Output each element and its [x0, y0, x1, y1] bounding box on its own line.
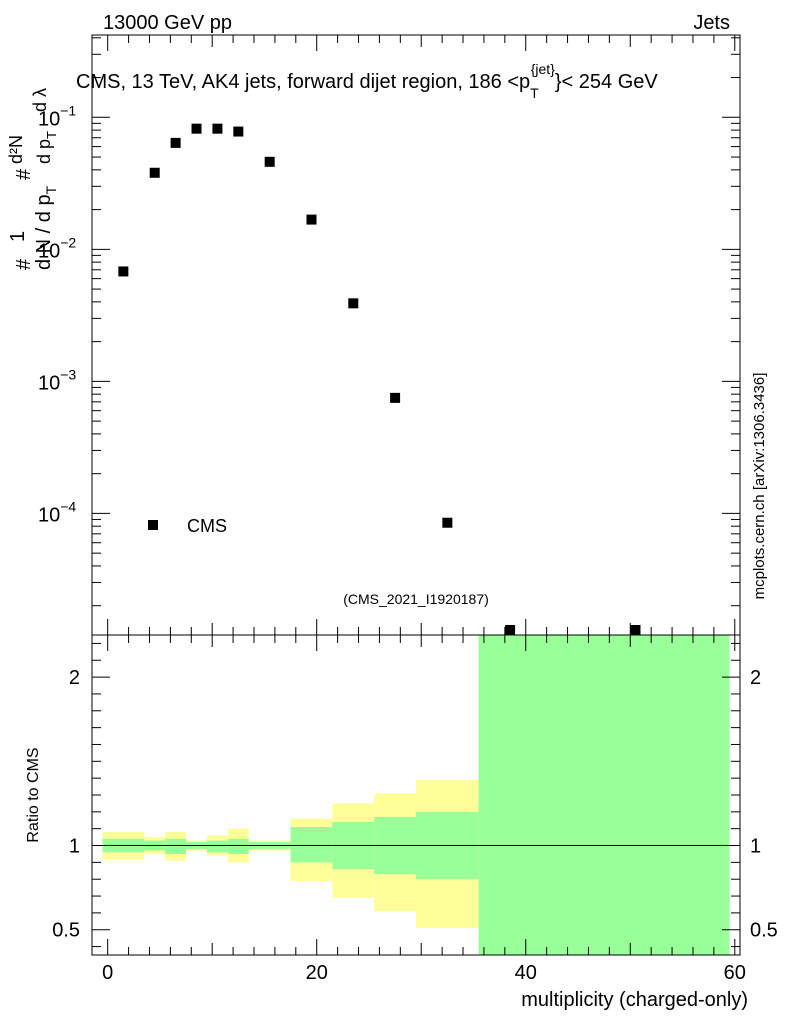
ratio-y-tick-label-right: 1: [750, 836, 761, 858]
cms-data-point: [170, 137, 181, 148]
y-label-hash-2: #: [13, 168, 35, 180]
cms-data-point: [442, 517, 453, 528]
y-label-numerator: d²N: [6, 135, 26, 164]
ratio-y-tick-label: 1: [69, 836, 80, 858]
y-label-frac-sub: T: [43, 185, 59, 194]
legend-label-cms: CMS: [187, 516, 227, 536]
cms-data-point: [348, 298, 359, 309]
ratio-axis-ticks: [92, 635, 740, 955]
main-y-tick-labels: 10−1 10−2 10−3 10−4: [38, 102, 76, 526]
plot-title-superscript: {jet}: [531, 61, 555, 77]
cms-data-point: [212, 123, 223, 134]
ratio-stat-band: [206, 840, 228, 853]
ratio-y-tick-label: 0.5: [52, 920, 80, 942]
main-axis-ticks: [92, 35, 740, 635]
x-tick-label: 20: [306, 962, 328, 984]
cms-data-point: [233, 126, 244, 137]
y-label-dlambda: d λ: [30, 88, 50, 112]
ratio-x-tick-labels: 0 20 40 60: [102, 962, 746, 984]
main-y-tick-label: 10−1: [38, 102, 76, 130]
main-y-tick-label: 10−3: [38, 366, 76, 394]
y-label-den-sub: T: [44, 131, 59, 139]
header-energy-label: 13000 GeV pp: [103, 12, 232, 34]
cms-data-point: [630, 625, 641, 635]
legend-marker: [148, 520, 158, 530]
cms-data-point: [306, 214, 317, 225]
ratio-y-axis-label: Ratio to CMS: [25, 747, 42, 842]
ratio-y-tick-label-right: 2: [750, 667, 761, 689]
y-label-denominator: d N / d pT: [33, 185, 59, 270]
cms-data-points: [118, 123, 641, 635]
main-panel: 10−1 10−2 10−3 10−4 CMS, 13 TeV, AK4 jets, …: [38, 34, 741, 636]
ratio-stat-band: [227, 838, 249, 854]
plot-title-main: CMS, 13 TeV, AK4 jets, forward dijet reg…: [76, 71, 530, 93]
cms-data-point: [149, 167, 160, 178]
main-frame: [91, 34, 741, 636]
plot-title-subscript: T: [530, 85, 539, 101]
analysis-id-annotation: (CMS_2021_I1920187): [343, 591, 489, 607]
cms-data-point: [505, 625, 516, 635]
mcplots-credit-label: mcplots.cern.ch [arXiv:1306.3436]: [751, 373, 768, 600]
main-y-axis-label: # 1 d N / d pT # d²N d pT d λ: [6, 88, 59, 270]
ratio-stat-band: [478, 635, 730, 955]
y-label-den-text: d p: [34, 139, 54, 164]
ratio-y-tick-label: 2: [69, 667, 80, 689]
ratio-panel: 0.5 0.5 1 1 2 2 0 20 40 60: [52, 634, 778, 984]
x-tick-label: 60: [724, 962, 746, 984]
ratio-y-tick-labels: 0.5 0.5 1 1 2 2: [52, 667, 778, 942]
y-label-frac: d N / d p: [33, 194, 55, 270]
ratio-stat-band: [165, 838, 187, 854]
main-y-tick-label: 10−2: [38, 234, 76, 262]
ratio-stat-band: [290, 827, 333, 863]
cms-data-point: [390, 392, 401, 403]
plot-title: CMS, 13 TeV, AK4 jets, forward dijet reg…: [76, 61, 658, 101]
y-label-hash: #: [13, 258, 35, 270]
y-label-den: d pT: [34, 131, 59, 164]
plot-title-end: }< 254 GeV: [555, 71, 659, 93]
ratio-uncertainty-bands: [102, 635, 730, 955]
header-process-label: Jets: [693, 12, 730, 34]
cms-data-point: [264, 156, 275, 167]
x-tick-label: 40: [515, 962, 537, 984]
cms-data-point: [118, 266, 129, 277]
main-y-tick-label: 10−4: [38, 498, 76, 526]
y-label-one: 1: [7, 231, 29, 242]
ratio-y-tick-label-right: 0.5: [750, 920, 778, 942]
x-axis-label: multiplicity (charged-only): [521, 989, 748, 1011]
cms-data-point: [191, 123, 202, 134]
x-tick-label: 0: [102, 962, 113, 984]
